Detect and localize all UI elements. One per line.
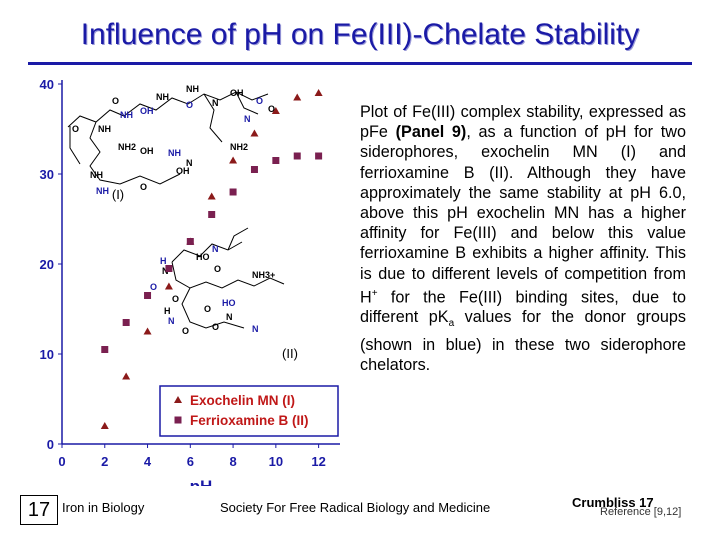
- structure-label-ii: NH3+: [252, 270, 275, 280]
- y-tick-label: 0: [47, 437, 54, 452]
- structure-label-i: OH: [140, 146, 154, 156]
- structure-label-i: N: [186, 158, 193, 168]
- description-part-2: , as a function of pH for two siderophor…: [360, 123, 686, 307]
- structure-label-i: O: [268, 104, 275, 114]
- pfe-vs-ph-chart: 010203040024681012pHNHNHOOOHNHNHONOHONH2…: [40, 77, 340, 486]
- exochelin-point: [122, 372, 131, 380]
- footer-center: Society For Free Radical Biology and Med…: [220, 500, 491, 515]
- structure-label-ii: N: [226, 312, 233, 322]
- ferrioxamine-point: [229, 188, 237, 196]
- footer-left: Iron in Biology: [62, 500, 145, 515]
- structure-label-i: O: [112, 96, 119, 106]
- exochelin-point: [100, 422, 109, 429]
- structure-label-ii: O: [204, 304, 211, 314]
- ferrioxamine-point: [208, 211, 216, 218]
- structure-label-i: NH: [168, 148, 181, 158]
- y-tick-label: 10: [40, 347, 54, 362]
- legend-marker-ferrioxamine: [174, 416, 182, 424]
- structure-label-ii: HO: [222, 298, 236, 308]
- exochelin-point: [314, 89, 323, 96]
- exochelin-point: [229, 156, 238, 164]
- structure-label-i: O: [186, 100, 193, 110]
- structure-label-i: OH: [140, 106, 154, 116]
- description-part-1: Plot of Fe(III) complex stability, expre…: [360, 103, 686, 142]
- description-part-4: values for the donor groups (shown in bl…: [360, 308, 686, 375]
- slide-title: Influence of pH on Fe(III)-Chelate Stabi…: [80, 18, 640, 51]
- exochelin-point: [164, 282, 173, 290]
- structure-label-ii: N: [162, 266, 169, 276]
- structure-label-i: N: [212, 98, 219, 108]
- legend-label: Exochelin MN (I): [190, 393, 295, 408]
- structure-label-i: NH: [186, 84, 199, 94]
- title-underline: [28, 62, 692, 65]
- structure-label-i: OH: [176, 166, 190, 176]
- structure-label-i: O: [72, 124, 79, 134]
- ferrioxamine-point: [315, 152, 323, 160]
- structure-label-i: OH: [230, 88, 244, 98]
- structure-label-i: NH: [90, 170, 103, 180]
- ferrioxamine-point: [101, 346, 109, 353]
- structure-label-ii: O: [214, 264, 221, 274]
- annotation-i: (I): [112, 187, 124, 202]
- structure-label-i: NH: [98, 124, 111, 134]
- exochelin-structure-sketch: [67, 91, 269, 185]
- x-tick-label: 12: [311, 454, 325, 469]
- x-tick-label: 0: [58, 454, 65, 469]
- ferrioxamine-point: [293, 152, 301, 160]
- structure-label-ii: HO: [196, 252, 210, 262]
- exochelin-point: [271, 107, 280, 114]
- structure-label-ii: N: [212, 244, 219, 254]
- structure-label-ii: H: [160, 256, 167, 266]
- structure-label-i: NH2: [118, 142, 136, 152]
- structure-label-ii: N: [252, 324, 259, 334]
- legend-marker-exochelin: [174, 396, 182, 403]
- x-axis-title: pH: [190, 477, 213, 486]
- structure-label-i: NH: [96, 186, 109, 196]
- structure-label-i: NH2: [230, 142, 248, 152]
- structure-label-i: NH: [120, 110, 133, 120]
- ferrioxamine-point: [272, 157, 280, 164]
- exochelin-point: [207, 192, 216, 200]
- ferrioxamine-point: [165, 265, 173, 272]
- structure-label-i: N: [244, 114, 251, 124]
- structure-label-i: NH: [156, 92, 169, 102]
- h-plus-superscript: +: [371, 287, 378, 299]
- ferrioxamine-point: [250, 166, 258, 173]
- structure-label-i: O: [256, 96, 263, 106]
- slide-number: 17: [20, 495, 58, 525]
- x-tick-label: 10: [269, 454, 283, 469]
- x-tick-label: 6: [187, 454, 194, 469]
- exochelin-point: [293, 93, 302, 101]
- structure-label-ii: H: [164, 306, 171, 316]
- description-part-3: for the Fe(III) binding sites, due to di…: [360, 288, 686, 327]
- structure-label-ii: O: [150, 282, 157, 292]
- structure-label-ii: O: [212, 322, 219, 332]
- legend-box: [159, 385, 339, 437]
- x-tick-label: 8: [229, 454, 236, 469]
- ferrioxamine-point: [144, 292, 152, 299]
- legend-label: Ferrioxamine B (II): [190, 413, 309, 428]
- pka-subscript: a: [448, 318, 455, 330]
- annotation-ii: (II): [282, 346, 298, 361]
- structure-label-i: O: [140, 182, 147, 192]
- y-tick-label: 30: [40, 167, 54, 182]
- ferrioxamine-point: [122, 319, 130, 326]
- exochelin-point: [250, 129, 259, 137]
- footer-right: Crumbliss 17: [572, 495, 654, 510]
- y-tick-label: 40: [40, 77, 54, 92]
- description-text: Plot of Fe(III) complex stability, expre…: [360, 102, 686, 375]
- footer-reference: Reference [9,12]: [600, 506, 682, 518]
- x-tick-label: 2: [101, 454, 108, 469]
- x-tick-label: 4: [144, 454, 152, 469]
- panel-reference: (Panel 9): [395, 123, 467, 142]
- exochelin-point: [143, 327, 152, 335]
- structure-label-ii: O: [182, 326, 189, 336]
- y-tick-label: 20: [40, 257, 54, 272]
- structure-label-ii: O: [172, 294, 179, 304]
- ferrioxamine-point: [186, 238, 194, 245]
- structure-label-ii: N: [168, 316, 175, 326]
- ferrioxamine-structure-sketch: [171, 227, 285, 329]
